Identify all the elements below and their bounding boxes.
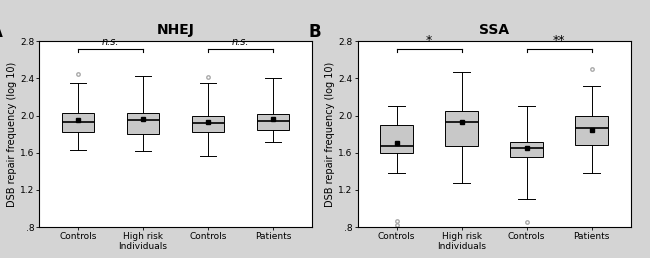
Y-axis label: DSB repair frequency (log 10): DSB repair frequency (log 10) [7, 62, 17, 207]
PathPatch shape [257, 114, 289, 130]
PathPatch shape [127, 113, 159, 134]
Y-axis label: DSB repair frequency (log 10): DSB repair frequency (log 10) [326, 62, 335, 207]
Text: A: A [0, 23, 3, 41]
Title: SSA: SSA [479, 23, 509, 37]
PathPatch shape [192, 116, 224, 132]
PathPatch shape [510, 142, 543, 157]
PathPatch shape [62, 113, 94, 132]
PathPatch shape [380, 125, 413, 153]
Text: n.s.: n.s. [232, 37, 249, 47]
Title: NHEJ: NHEJ [157, 23, 194, 37]
PathPatch shape [575, 116, 608, 145]
Text: B: B [308, 23, 321, 41]
PathPatch shape [445, 111, 478, 146]
Text: **: ** [552, 34, 566, 47]
Text: *: * [426, 34, 432, 47]
Text: n.s.: n.s. [102, 37, 119, 47]
